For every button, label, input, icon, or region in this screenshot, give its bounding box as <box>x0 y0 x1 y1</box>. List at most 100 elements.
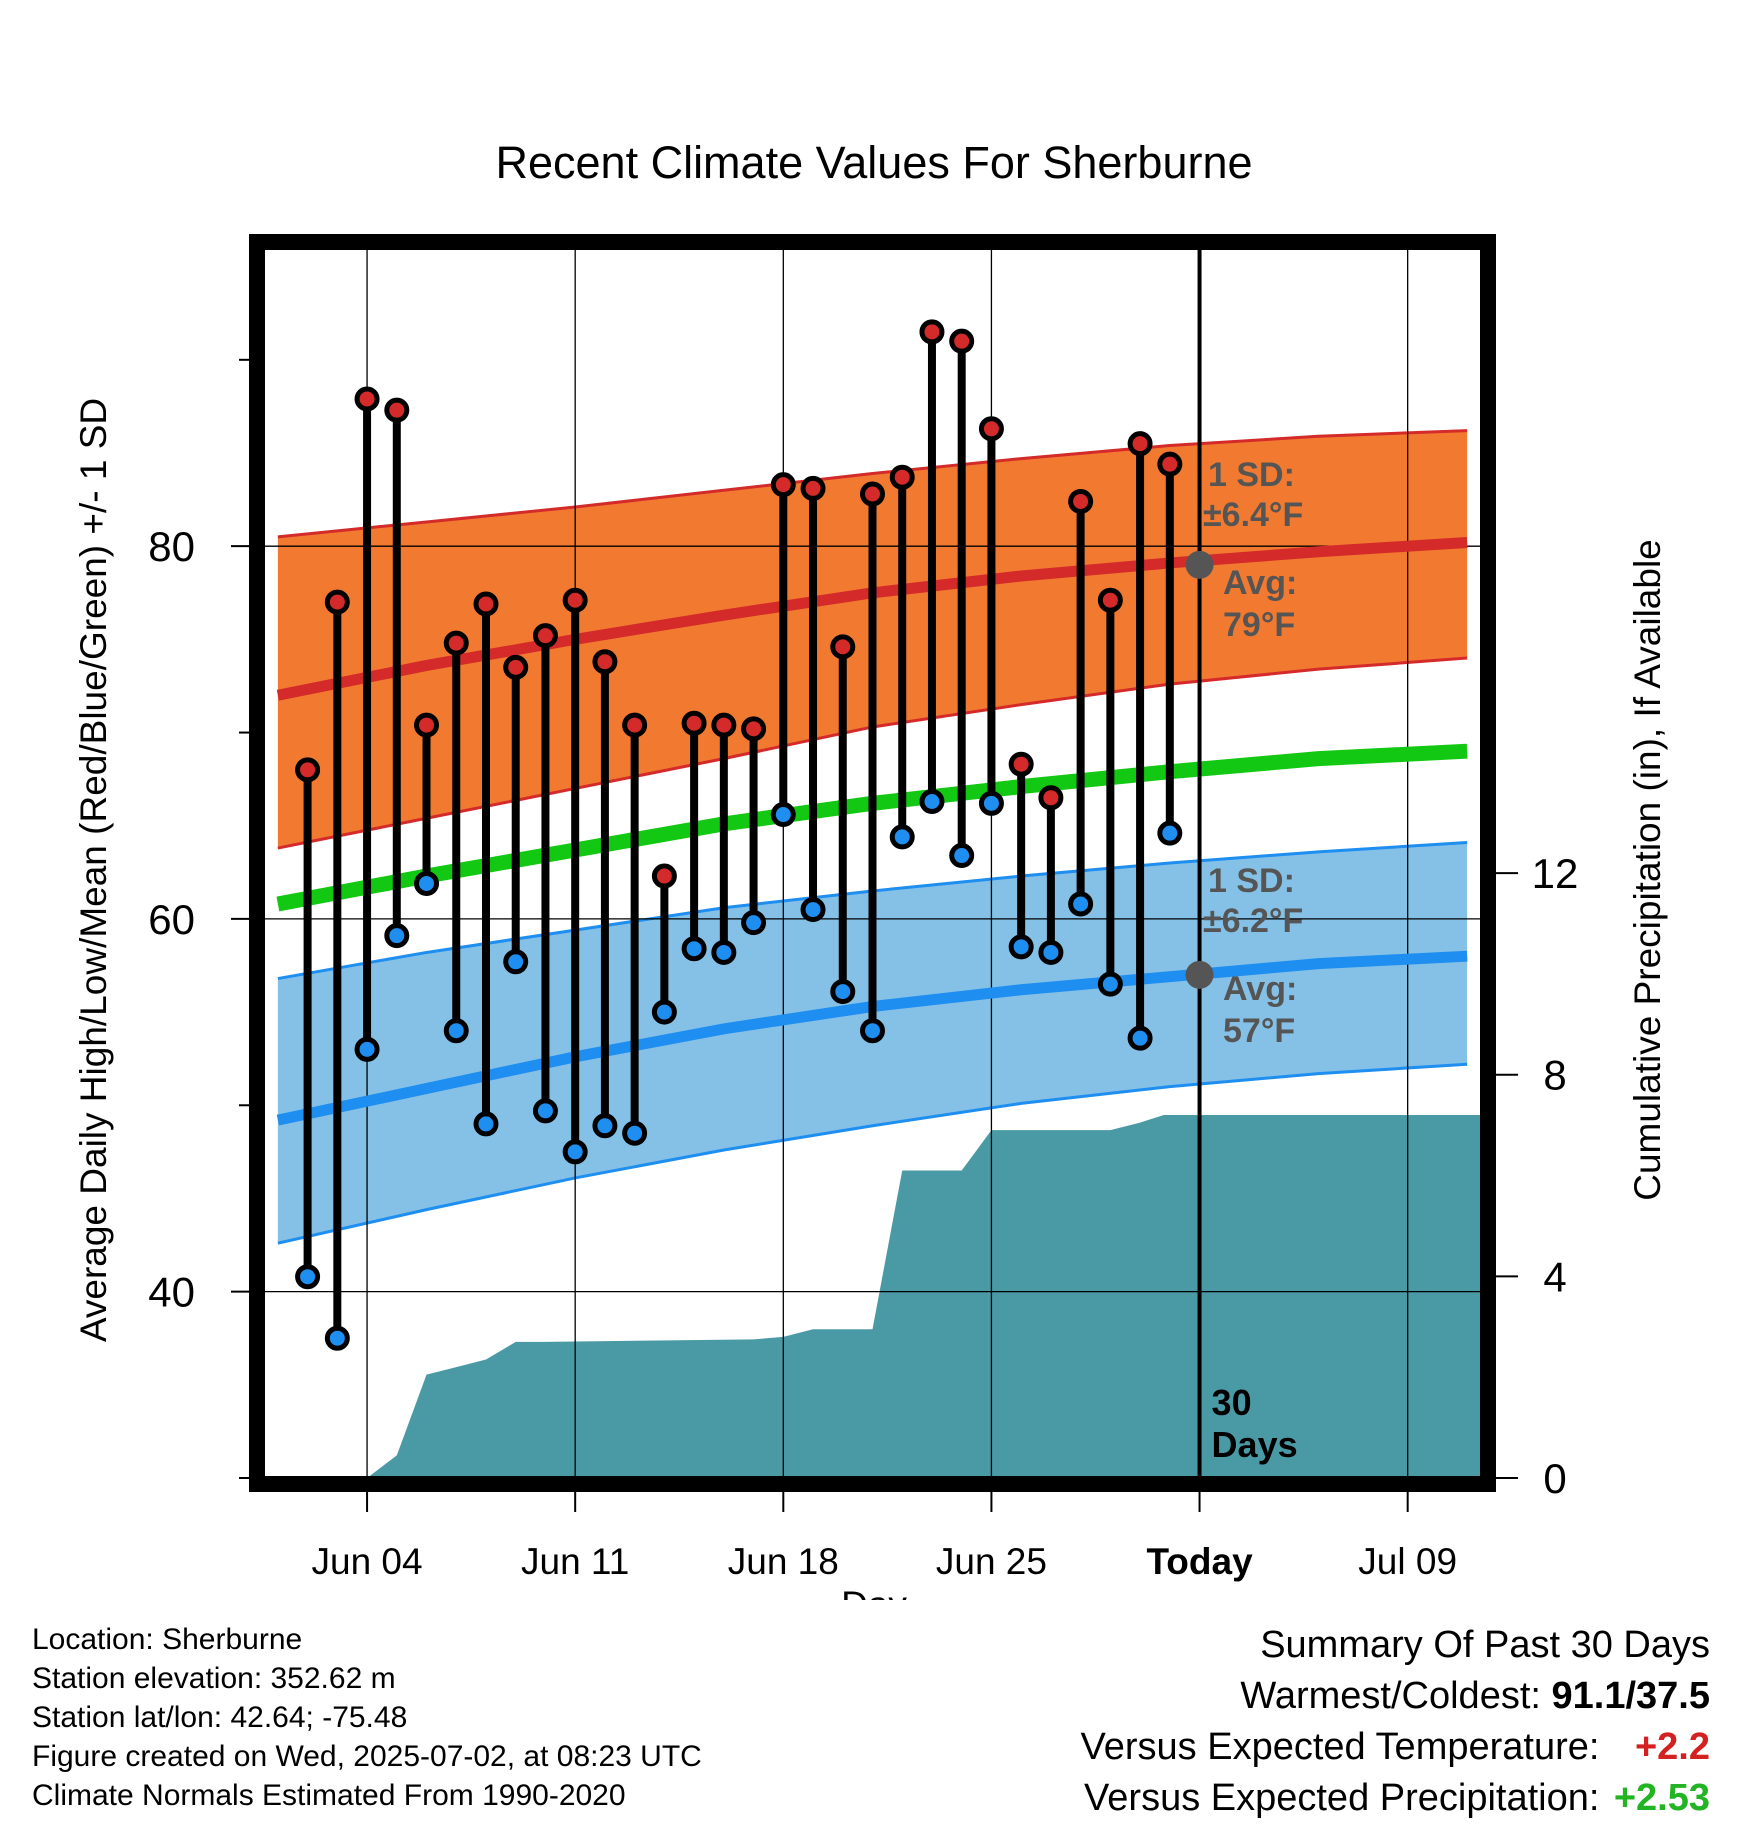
low-point <box>295 1264 321 1290</box>
high-point <box>384 397 410 423</box>
station-info: Location: Sherburne Station elevation: 3… <box>32 1620 702 1815</box>
precip-area <box>367 1115 1482 1478</box>
high-point <box>473 591 499 617</box>
low-point <box>978 790 1004 816</box>
low-point <box>800 897 826 923</box>
high-point <box>414 712 440 738</box>
low-point <box>562 1139 588 1165</box>
y-right-tick-label: 8 <box>1543 1052 1566 1099</box>
chart-annotations: 40 60 80 0 4 8 12 Jun 04 Jun 11 Jun 18 Jun 25 Today… <box>148 234 1579 1582</box>
low-point <box>860 1018 885 1044</box>
temp-value: +2.2 <box>1634 1726 1710 1768</box>
location-text: Location: Sherburne <box>32 1623 303 1656</box>
summary-warm-cold: Warmest/Coldest: 91.1/37.5 <box>1081 1671 1710 1722</box>
x-axis-label: Day <box>841 1584 907 1600</box>
chart-title: Recent Climate Values For Sherburne <box>495 137 1252 188</box>
high-point <box>1038 785 1064 811</box>
high-sd-label: 1 SD: <box>1208 456 1295 494</box>
warm-cold-value: 91.1/37.5 <box>1551 1675 1710 1717</box>
summary-temp: Versus Expected Temperature: +2.2 <box>1081 1722 1710 1773</box>
high-sd-value: ±6.4°F <box>1203 496 1303 534</box>
temp-label: Versus Expected Temperature: <box>1080 1726 1600 1768</box>
high-point <box>354 386 380 412</box>
high-upper-line <box>277 429 1468 539</box>
high-point <box>830 634 856 660</box>
y-axis-label-left: Average Daily High/Low/Mean (Red/Blue/Gr… <box>73 398 114 1342</box>
low-point <box>592 1113 618 1139</box>
high-point <box>503 654 529 680</box>
high-point <box>770 472 796 498</box>
low-avg-label: Avg: <box>1223 970 1297 1008</box>
high-point <box>741 716 767 742</box>
high-point <box>592 649 618 675</box>
high-point <box>681 710 707 736</box>
low-point <box>503 949 529 975</box>
low-point <box>949 843 975 869</box>
low-sd-value: ±6.2°F <box>1203 902 1303 940</box>
normals-text: Climate Normals Estimated From 1990-2020 <box>32 1779 626 1812</box>
x-tick-label: Today <box>1146 1541 1253 1582</box>
low-point <box>622 1120 648 1146</box>
low-lower-line <box>277 1062 1468 1245</box>
y-right-tick-label: 0 <box>1543 1455 1566 1502</box>
low-avg-today-marker <box>1185 960 1214 989</box>
x-tick-label: Jun 11 <box>521 1541 629 1582</box>
elevation-text: Station elevation: 352.62 m <box>32 1662 396 1695</box>
low-point <box>681 936 707 962</box>
high-point <box>800 475 826 501</box>
high-point <box>919 319 945 345</box>
high-point <box>295 757 321 783</box>
precip-value: +2.53 <box>1613 1777 1710 1819</box>
y-left-tick-label: 60 <box>148 896 195 943</box>
high-point <box>1157 451 1183 477</box>
y-axis-label-right: Cumulative Precipitation (in), If Availa… <box>1627 539 1668 1201</box>
y-left-tick-label: 40 <box>148 1269 195 1316</box>
y-left-tick-label: 80 <box>148 523 195 570</box>
x-tick-label: Jun 25 <box>936 1541 1047 1582</box>
low-avg-value: 57°F <box>1223 1012 1295 1050</box>
low-point <box>1038 939 1064 965</box>
low-point <box>443 1018 469 1044</box>
low-point <box>354 1036 380 1062</box>
low-point <box>1097 971 1123 997</box>
x-tick-label: Jul 09 <box>1358 1541 1457 1582</box>
low-point <box>1157 820 1183 846</box>
plot-frame <box>249 234 1496 1492</box>
low-point <box>1127 1025 1153 1051</box>
high-point <box>1068 488 1094 514</box>
low-point <box>711 939 737 965</box>
high-point <box>860 481 885 507</box>
high-point <box>1008 751 1034 777</box>
low-point <box>830 979 856 1005</box>
y-right-tick-label: 4 <box>1543 1253 1566 1300</box>
low-point <box>651 999 677 1025</box>
warm-cold-label: Warmest/Coldest: <box>1240 1675 1541 1717</box>
high-point <box>711 712 737 738</box>
high-avg-label: Avg: <box>1223 564 1297 602</box>
climate-chart: Recent Climate Values For Sherburne Aver… <box>73 137 1668 1600</box>
high-point <box>532 623 558 649</box>
low-point <box>384 923 410 949</box>
high-point <box>978 416 1004 442</box>
high-avg-today-marker <box>1185 550 1214 579</box>
high-point <box>651 863 677 889</box>
low-point <box>770 802 796 828</box>
low-sd-label: 1 SD: <box>1208 862 1295 900</box>
high-point <box>622 712 648 738</box>
y-right-tick-label: 12 <box>1532 850 1579 897</box>
low-point <box>324 1325 350 1351</box>
summary-panel: Summary Of Past 30 Days Warmest/Coldest:… <box>1081 1620 1710 1824</box>
high-point <box>949 328 975 354</box>
low-point <box>532 1098 558 1124</box>
high-point <box>324 589 350 615</box>
today-days-count: 30 <box>1212 1382 1252 1423</box>
low-point <box>741 910 767 936</box>
high-avg-value: 79°F <box>1223 606 1295 644</box>
created-text: Figure created on Wed, 2025-07-02, at 08… <box>32 1740 702 1773</box>
low-point <box>919 789 945 814</box>
x-tick-label: Jun 04 <box>312 1541 423 1582</box>
high-point <box>562 587 588 613</box>
high-point <box>889 464 915 490</box>
